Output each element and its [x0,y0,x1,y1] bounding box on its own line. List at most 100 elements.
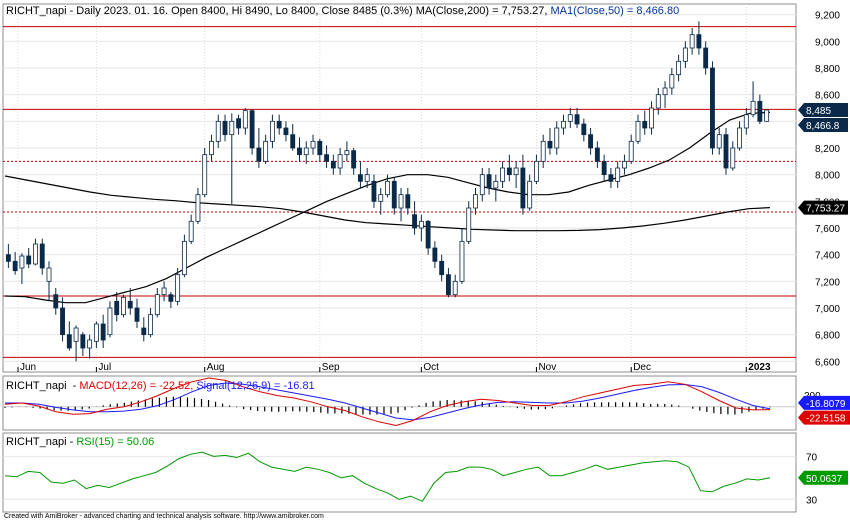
month-tick-label: 2023 [748,362,771,373]
candle-up [534,160,539,182]
candle-up [730,147,736,169]
candle-up [107,307,113,336]
candle-up [337,154,343,169]
candle-down [114,300,120,316]
close-price-text: 8,485 [806,106,831,117]
candle-down [53,294,59,309]
support-resistance-lines [3,26,796,358]
footer-credit: Created with AmiBroker - advanced charti… [4,513,324,520]
price-header: RICHT_napi - Daily 2023. 01. 16. Open 84… [6,5,679,17]
candle-down [127,300,133,309]
candle-up [378,194,384,202]
price-tick-label: 9,000 [815,37,840,48]
candle-up [303,147,309,156]
candle-down [100,323,106,341]
candle-down [39,243,45,269]
price-axis: 6,6006,8007,0007,2007,4007,6007,8008,000… [815,11,840,369]
macd-legend: MACD(12,26) = -22.52, [79,380,193,392]
candle-down [80,334,86,349]
price-panel [2,3,797,373]
candle-up [87,339,93,349]
candle-down [601,160,607,176]
candle-down [723,134,729,169]
candle-down [574,114,580,125]
candle-down [486,174,492,189]
candle-up [209,140,214,156]
candle-down [330,160,336,169]
candle-up [121,296,126,316]
candle-up [567,114,573,122]
candle-down [588,134,594,149]
price-tick-label: 7,400 [815,251,840,262]
candle-up [73,327,79,342]
candle-down [297,147,302,156]
rsi-value-text: 50.0637 [806,474,843,485]
candle-up [46,267,52,282]
candle-up [669,74,675,89]
candle-up [93,323,99,342]
candle-down [236,118,241,129]
candle-up [310,140,316,149]
month-tick-label: Dec [633,362,651,373]
candle-up [148,314,153,336]
candle-down [351,150,357,169]
candle-down [357,174,363,182]
candle-up [418,220,424,229]
candle-down [608,174,614,182]
candle-up [188,220,194,242]
candle-down [134,307,140,322]
candle-up [743,114,749,129]
symbol-name: RICHT_napi [6,5,67,17]
signal-legend: Signal(12,26,9) = -16.81 [196,380,314,392]
candle-down [222,120,228,136]
ma200-line [4,175,771,232]
candlestick-series [5,21,770,362]
macd-dash: - [70,380,80,392]
candle-up [161,287,167,296]
candle-down [324,154,330,162]
month-axis: Jun Jul Aug Sep Oct Nov Dec 2023 [17,362,771,373]
candle-up [242,110,248,129]
ohlc-info: - Daily 2023. 01. 16. Open 8400, Hi 8490… [67,5,416,17]
candle-up [554,127,560,149]
macd-value-label: -22.5158 [798,410,850,425]
candle-down [371,180,377,202]
candle-up [181,240,187,276]
rsi-legend: RSI(15) = 50.06 [76,436,154,448]
candle-up [649,107,654,129]
candle-up [655,94,661,109]
close-price-label: 8,485 [798,103,848,117]
candle-down [60,307,65,336]
candle-down [425,220,431,249]
candle-up [493,180,499,189]
price-tick-label: 7,600 [815,224,840,235]
candle-up [195,194,201,222]
month-tick-label: Jul [98,362,111,373]
candle-up [202,154,208,196]
candle-down [12,260,18,272]
candle-down [249,110,255,149]
candle-down [405,194,411,209]
month-tick-label: Jun [20,362,36,373]
candle-up [737,127,742,149]
candle-up [175,274,181,302]
candle-down [66,334,72,349]
candle-up [561,120,566,129]
candle-up [229,120,235,136]
candle-down [168,294,174,302]
candle-up [628,140,634,162]
candle-up [452,280,458,296]
macd-lines [4,377,771,427]
rsi-series-line [4,451,771,503]
candle-up [676,60,682,76]
candle-down [256,147,262,162]
candle-down [276,120,282,129]
macd-value-text: -22.5158 [806,414,846,425]
candle-down [696,34,702,49]
ma50-price-text: 8,466.8 [806,121,840,132]
rsi-tick-70: 70 [806,452,818,463]
signal-value-text: -16.8079 [806,399,846,410]
signal-line [5,382,771,421]
candle-up [364,174,370,182]
ma200-price-text: 7,753.27 [806,204,845,215]
